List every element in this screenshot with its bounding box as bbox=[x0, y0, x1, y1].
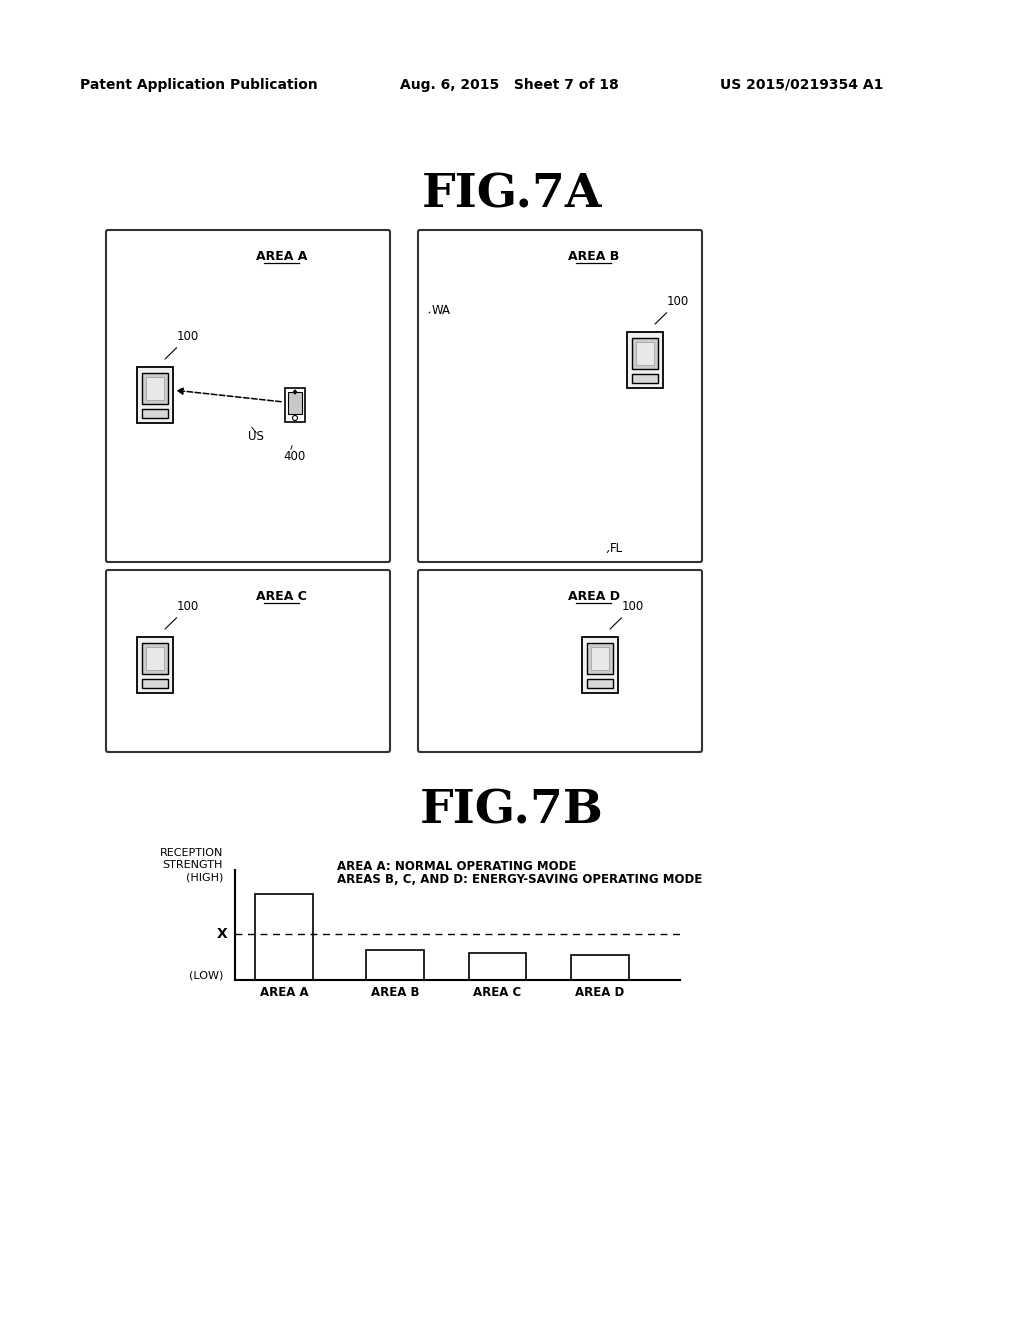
Text: US: US bbox=[248, 430, 264, 444]
Text: AREA D: AREA D bbox=[567, 590, 620, 603]
Bar bbox=[142, 409, 168, 418]
Text: AREA B: AREA B bbox=[371, 986, 420, 999]
Text: RECEPTION: RECEPTION bbox=[160, 847, 223, 858]
Bar bbox=[469, 953, 526, 979]
Bar bbox=[591, 647, 609, 671]
Text: FL: FL bbox=[610, 541, 624, 554]
Text: AREA C: AREA C bbox=[256, 590, 307, 603]
Text: 100: 100 bbox=[165, 601, 200, 630]
Bar bbox=[583, 636, 617, 693]
Text: AREA C: AREA C bbox=[473, 986, 521, 999]
Bar bbox=[137, 636, 173, 693]
Bar bbox=[633, 374, 657, 383]
Bar bbox=[627, 331, 663, 388]
Text: WA: WA bbox=[432, 304, 451, 317]
Bar bbox=[285, 388, 305, 422]
Text: FIG.7B: FIG.7B bbox=[420, 787, 604, 833]
FancyBboxPatch shape bbox=[106, 570, 390, 752]
Bar bbox=[142, 374, 168, 404]
Text: AREA B: AREA B bbox=[568, 249, 620, 263]
Text: Patent Application Publication: Patent Application Publication bbox=[80, 78, 317, 92]
Bar bbox=[288, 392, 302, 414]
Text: AREA D: AREA D bbox=[575, 986, 625, 999]
Text: 100: 100 bbox=[610, 601, 644, 630]
Bar bbox=[142, 678, 168, 688]
Text: 400: 400 bbox=[283, 450, 305, 463]
Bar bbox=[142, 643, 168, 675]
FancyBboxPatch shape bbox=[106, 230, 390, 562]
Bar bbox=[571, 954, 629, 979]
Text: STRENGTH: STRENGTH bbox=[163, 861, 223, 870]
Text: X: X bbox=[216, 927, 227, 941]
Bar bbox=[367, 950, 424, 979]
Text: (HIGH): (HIGH) bbox=[185, 873, 223, 882]
FancyBboxPatch shape bbox=[418, 570, 702, 752]
Text: AREA A: AREA A bbox=[260, 986, 308, 999]
Bar bbox=[137, 367, 173, 424]
Text: (LOW): (LOW) bbox=[188, 972, 223, 981]
Text: 100: 100 bbox=[165, 330, 200, 359]
Text: US 2015/0219354 A1: US 2015/0219354 A1 bbox=[720, 78, 884, 92]
Bar bbox=[255, 894, 313, 979]
Text: AREA A: NORMAL OPERATING MODE: AREA A: NORMAL OPERATING MODE bbox=[337, 861, 577, 873]
Bar bbox=[145, 647, 165, 671]
Bar bbox=[588, 678, 612, 688]
Text: Aug. 6, 2015   Sheet 7 of 18: Aug. 6, 2015 Sheet 7 of 18 bbox=[400, 78, 618, 92]
Bar bbox=[588, 643, 612, 675]
Text: 100: 100 bbox=[655, 294, 689, 323]
Bar bbox=[145, 378, 165, 400]
FancyBboxPatch shape bbox=[418, 230, 702, 562]
Text: FIG.7A: FIG.7A bbox=[422, 172, 602, 218]
Bar bbox=[633, 338, 657, 370]
Text: AREAS B, C, AND D: ENERGY-SAVING OPERATING MODE: AREAS B, C, AND D: ENERGY-SAVING OPERATI… bbox=[337, 873, 702, 886]
Polygon shape bbox=[294, 389, 297, 393]
Bar bbox=[636, 342, 654, 366]
Text: AREA A: AREA A bbox=[256, 249, 307, 263]
